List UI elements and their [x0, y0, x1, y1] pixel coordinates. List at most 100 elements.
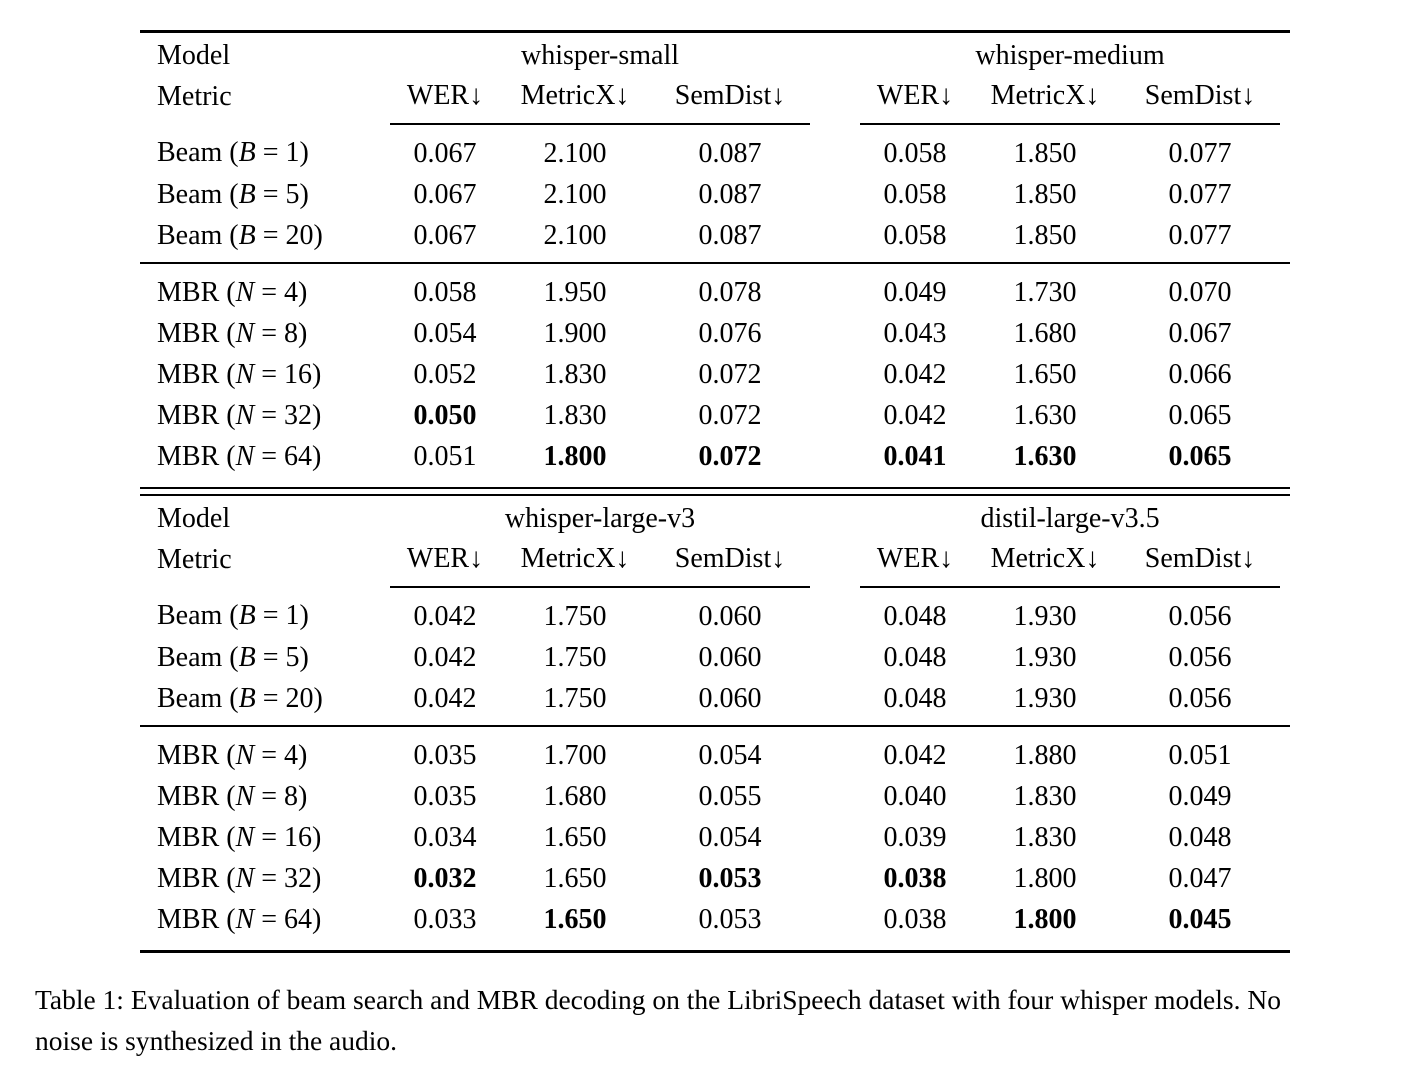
label-math-var: N — [235, 862, 255, 894]
cell-wer-2: 0.058 — [883, 137, 947, 169]
cell-wer-2: 0.038 — [883, 862, 947, 894]
row-label: MBR (N = 8) — [140, 313, 390, 354]
results-table-top: Model whisper-small whisper-medium Metri… — [140, 30, 1291, 489]
column-spacer — [1280, 817, 1290, 858]
cell-semdist-2: 0.049 — [1168, 780, 1232, 812]
cell-semdist-1: 0.055 — [698, 780, 762, 812]
column-spacer — [1280, 726, 1290, 776]
cell-semdist-2: 0.048 — [1168, 821, 1232, 853]
group-header-whisper-small: whisper-small — [520, 40, 680, 71]
column-spacer — [1280, 124, 1290, 174]
col-header-semdist: SemDist↓ — [650, 79, 811, 125]
column-spacer — [810, 32, 860, 80]
cell-wer-1: 0.058 — [413, 276, 477, 308]
label-text: = 1) — [255, 137, 309, 168]
column-spacer — [810, 542, 860, 587]
cell-semdist-2: 0.070 — [1168, 276, 1232, 308]
cell-semdist-1: 0.072 — [698, 358, 762, 390]
label-text: MBR ( — [157, 739, 236, 771]
label-text: = 16) — [254, 821, 322, 853]
label-math-var: N — [235, 276, 255, 308]
header-row-metric: Metric WER↓ MetricX↓ SemDist↓ WER↓ Metri… — [140, 542, 1290, 588]
cell-wer-2: 0.048 — [883, 641, 947, 673]
cell-wer-1: 0.032 — [413, 862, 477, 894]
label-math-var: N — [235, 780, 255, 812]
metric-header-label: Metric — [157, 543, 232, 575]
column-spacer — [810, 587, 860, 637]
column-spacer — [810, 354, 860, 395]
label-math-var: B — [238, 641, 256, 673]
header-row-metric: Metric WER↓ MetricX↓ SemDist↓ WER↓ Metri… — [140, 79, 1290, 125]
cell-semdist-2: 0.065 — [1168, 440, 1232, 472]
row-label: MBR (N = 64) — [140, 436, 390, 488]
cell-wer-2: 0.042 — [883, 358, 947, 390]
cell-wer-1: 0.051 — [413, 440, 477, 472]
label-text: MBR ( — [157, 399, 236, 431]
cell-semdist-1: 0.072 — [698, 399, 762, 431]
table-row: MBR (N = 16) 0.052 1.830 0.072 0.042 1.6… — [140, 354, 1290, 395]
row-label: MBR (N = 4) — [140, 263, 390, 313]
column-spacer — [810, 776, 860, 817]
column-spacer — [810, 637, 860, 678]
label-text: MBR ( — [157, 862, 236, 894]
cell-wer-1: 0.052 — [413, 358, 477, 390]
column-spacer — [810, 313, 860, 354]
col-header-wer: WER↓ — [390, 79, 500, 125]
column-spacer — [1280, 313, 1290, 354]
cell-metricx-2: 1.830 — [1013, 780, 1077, 812]
label-text: = 20) — [255, 219, 323, 251]
row-label: Beam (B = 5) — [140, 174, 390, 215]
cell-semdist-2: 0.045 — [1168, 903, 1232, 935]
cell-wer-2: 0.049 — [883, 276, 947, 308]
cell-wer-2: 0.058 — [860, 215, 971, 264]
cell-metricx-2: 1.880 — [1013, 739, 1077, 771]
col-header-metricx: MetricX↓ — [970, 79, 1121, 125]
column-spacer — [810, 858, 860, 899]
cell-wer-2: 0.038 — [883, 903, 947, 935]
cell-metricx-2: 1.830 — [1013, 821, 1077, 853]
label-text: MBR ( — [157, 358, 236, 390]
cell-semdist-1: 0.060 — [698, 600, 762, 632]
cell-metricx-1: 1.680 — [543, 780, 607, 812]
column-spacer — [1280, 263, 1290, 313]
label-text: MBR ( — [157, 780, 236, 812]
table-row: MBR (N = 64) 0.051 1.800 0.072 0.041 1.6… — [140, 436, 1290, 488]
cell-metricx-2: 1.850 — [970, 215, 1121, 264]
row-label: Beam (B = 1) — [140, 587, 390, 637]
label-math-var: B — [238, 137, 256, 168]
cell-semdist-1: 0.087 — [698, 137, 762, 169]
column-spacer — [810, 79, 860, 124]
col-header-wer: WER↓ — [390, 542, 500, 588]
cell-metricx-1: 2.100 — [543, 137, 607, 169]
table-row: Beam (B = 20) 0.067 2.100 0.087 0.058 1.… — [140, 215, 1291, 264]
label-text: Beam ( — [157, 137, 239, 168]
col-header-metricx: MetricX↓ — [500, 79, 650, 125]
column-spacer — [1280, 678, 1291, 727]
group-header-whisper-medium: whisper-medium — [975, 40, 1165, 71]
column-spacer — [810, 263, 860, 313]
cell-metricx-2: 1.800 — [1013, 903, 1077, 935]
cell-metricx-1: 1.830 — [543, 399, 607, 431]
cell-semdist-1: 0.053 — [698, 903, 762, 935]
column-spacer — [810, 395, 860, 436]
cell-wer-2: 0.041 — [883, 440, 947, 472]
column-spacer — [810, 899, 860, 952]
cell-metricx-2: 1.850 — [1013, 137, 1077, 169]
cell-metricx-1: 1.750 — [500, 678, 650, 727]
label-math-var: N — [235, 399, 255, 431]
cell-metricx-1: 1.650 — [543, 903, 607, 935]
label-text: MBR ( — [157, 821, 236, 853]
column-spacer — [1280, 587, 1290, 637]
column-spacer — [1280, 354, 1290, 395]
cell-wer-1: 0.035 — [413, 739, 477, 771]
cell-metricx-1: 2.100 — [543, 178, 607, 210]
cell-semdist-1: 0.087 — [698, 178, 762, 210]
col-header-metricx: MetricX↓ — [500, 542, 650, 588]
table-row: Beam (B = 5) 0.042 1.750 0.060 0.048 1.9… — [140, 637, 1290, 678]
label-math-var: N — [235, 739, 255, 771]
cell-wer-2: 0.040 — [883, 780, 947, 812]
cell-metricx-2: 1.850 — [1013, 178, 1077, 210]
row-label: MBR (N = 16) — [140, 354, 390, 395]
table-row: Beam (B = 1) 0.067 2.100 0.087 0.058 1.8… — [140, 124, 1290, 174]
